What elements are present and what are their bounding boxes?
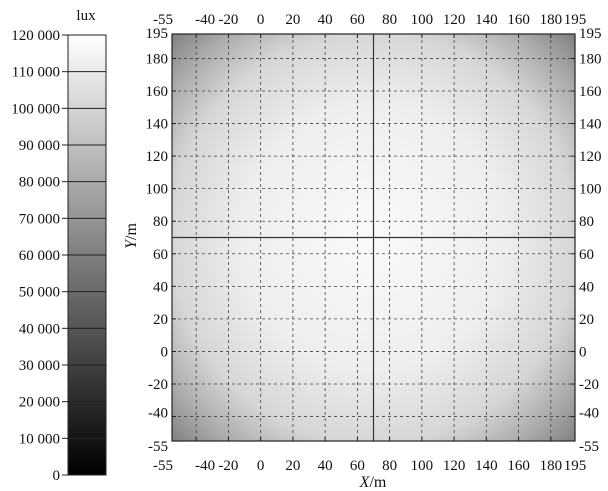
y-tick-label-right: 60 xyxy=(579,247,594,263)
y-tick-label-left: 80 xyxy=(153,214,168,230)
x-tick-label-bottom: 120 xyxy=(443,458,466,474)
x-axis-label: X/m xyxy=(359,474,387,491)
x-tick-label-top: 100 xyxy=(411,12,434,28)
x-tick-label-bottom: 60 xyxy=(350,458,365,474)
y-tick-label-left: 40 xyxy=(153,279,168,295)
x-tick-label-bottom: 100 xyxy=(411,458,434,474)
x-tick-label-bottom: 195 xyxy=(564,458,587,474)
x-tick-label-bottom: 80 xyxy=(382,458,397,474)
colorbar-tick-label: 50 000 xyxy=(19,285,60,301)
map-crosshair xyxy=(172,34,575,441)
colorbar-tick-label: 0 xyxy=(53,468,61,484)
y-axis-label-variable: Y xyxy=(123,238,140,249)
y-tick-label-right: 40 xyxy=(579,279,594,295)
x-tick-label-bottom: 180 xyxy=(540,458,563,474)
x-tick-label-top: 140 xyxy=(475,12,498,28)
y-tick-label-left: 195 xyxy=(146,26,169,42)
illuminance-map: -55 -40 -20 0 20 40 60 80 100 120 140 160 180 195 -55… xyxy=(123,12,602,491)
colorbar-tick-label: 110 000 xyxy=(12,65,60,81)
y-tick-label-right: 180 xyxy=(579,51,602,67)
y-axis-label: Y/m xyxy=(123,223,140,249)
y-tick-label-right: 195 xyxy=(579,26,602,42)
x-tick-label-top: 40 xyxy=(318,12,333,28)
y-tick-label-left: 140 xyxy=(146,117,169,133)
x-tick-label-bottom: -55 xyxy=(153,458,173,474)
x-tick-label-bottom: 20 xyxy=(285,458,300,474)
colorbar-tick-label: 30 000 xyxy=(19,358,60,374)
colorbar-tick-label: 100 000 xyxy=(11,101,60,117)
y-tick-label-right: -20 xyxy=(579,377,599,393)
x-axis-bottom-ticks: -55 -40 -20 0 20 40 60 80 100 120 140 160 180 195 xyxy=(153,437,586,474)
x-tick-label-top: 60 xyxy=(350,12,365,28)
x-tick-label-bottom: 40 xyxy=(318,458,333,474)
colorbar-unit-label: lux xyxy=(76,8,96,24)
x-tick-label-top: 160 xyxy=(507,12,530,28)
x-tick-label-top: -20 xyxy=(218,12,238,28)
colorbar-tick-label: 60 000 xyxy=(19,248,60,264)
colorbar-tick-label: 20 000 xyxy=(19,395,60,411)
x-axis-top-ticks: -55 -40 -20 0 20 40 60 80 100 120 140 160 180 195 xyxy=(153,12,586,38)
x-tick-label-bottom: 160 xyxy=(507,458,530,474)
y-tick-label-right: 0 xyxy=(579,344,587,360)
y-tick-label-right: 140 xyxy=(579,117,602,133)
y-tick-label-left: -55 xyxy=(148,439,168,455)
y-tick-label-right: 80 xyxy=(579,214,594,230)
map-frame xyxy=(171,33,576,442)
x-tick-label-top: 180 xyxy=(540,12,563,28)
y-tick-label-right: -40 xyxy=(579,406,599,422)
y-tick-label-right: 20 xyxy=(579,312,594,328)
y-tick-label-right: 160 xyxy=(579,84,602,100)
x-tick-label-bottom: -40 xyxy=(195,458,215,474)
x-tick-label-bottom: 0 xyxy=(257,458,265,474)
y-tick-label-left: 60 xyxy=(153,247,168,263)
x-tick-label-bottom: -20 xyxy=(218,458,238,474)
x-tick-label-bottom: 140 xyxy=(475,458,498,474)
y-tick-label-left: 160 xyxy=(146,84,169,100)
colorbar-tick-label: 80 000 xyxy=(19,175,60,191)
x-tick-label-top: 80 xyxy=(382,12,397,28)
y-tick-label-left: 100 xyxy=(146,182,169,198)
y-tick-label-left: -20 xyxy=(148,377,168,393)
x-tick-label-top: 195 xyxy=(564,12,587,28)
y-tick-label-right: -55 xyxy=(579,439,599,455)
y-tick-label-right: 100 xyxy=(579,182,602,198)
x-tick-label-top: 120 xyxy=(443,12,466,28)
y-tick-label-left: 20 xyxy=(153,312,168,328)
y-tick-label-left: 180 xyxy=(146,51,169,67)
x-axis-label-unit: /m xyxy=(369,474,386,491)
colorbar-tick-label: 10 000 xyxy=(19,431,60,447)
x-tick-label-top: 20 xyxy=(285,12,300,28)
y-tick-label-left: -40 xyxy=(148,406,168,422)
y-axis-left-ticks: -55 -40 -20 0 20 40 60 80 100 120 140 160 180 195 xyxy=(146,26,176,455)
colorbar-tick-label: 120 000 xyxy=(11,28,60,44)
colorbar-tick-label: 70 000 xyxy=(19,211,60,227)
colorbar: lux 120 000 110 000 100 000 90 000 80 000 70 … xyxy=(11,8,107,484)
y-tick-label-right: 120 xyxy=(579,149,602,165)
map-grid xyxy=(172,34,575,441)
y-axis-label-unit: /m xyxy=(123,223,140,240)
colorbar-ticks: 120 000 110 000 100 000 90 000 80 000 70 000 6… xyxy=(11,28,106,484)
x-axis-label-variable: X xyxy=(359,474,371,491)
y-tick-label-left: 120 xyxy=(146,149,169,165)
colorbar-tick-label: 90 000 xyxy=(19,138,60,154)
x-tick-label-top: -40 xyxy=(195,12,215,28)
x-tick-label-top: -55 xyxy=(153,12,173,28)
y-tick-label-left: 0 xyxy=(161,344,169,360)
y-axis-right-ticks: -55 -40 -20 0 20 40 60 80 100 120 140 160 180 195 xyxy=(571,26,602,455)
x-tick-label-top: 0 xyxy=(257,12,265,28)
colorbar-tick-label: 40 000 xyxy=(19,321,60,337)
